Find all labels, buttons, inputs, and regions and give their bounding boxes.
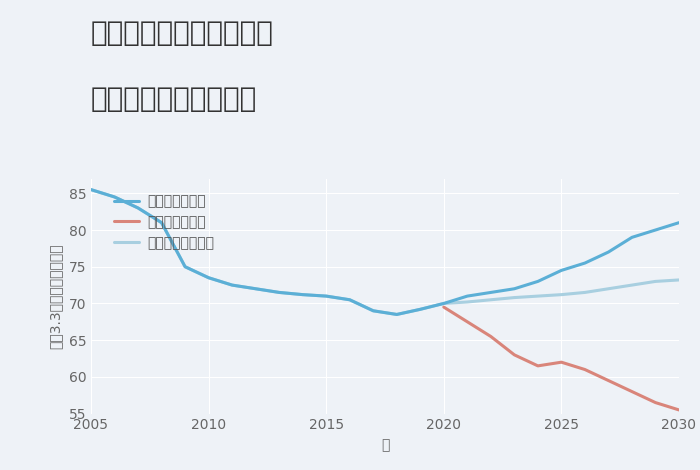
グッドシナリオ	[510, 286, 519, 291]
ノーマルシナリオ	[134, 205, 142, 211]
ノーマルシナリオ	[346, 297, 354, 303]
グッドシナリオ	[322, 293, 330, 299]
Line: バッドシナリオ: バッドシナリオ	[444, 307, 679, 410]
ノーマルシナリオ	[628, 282, 636, 288]
ノーマルシナリオ	[322, 293, 330, 299]
バッドシナリオ	[510, 352, 519, 358]
グッドシナリオ	[134, 205, 142, 211]
バッドシナリオ	[463, 319, 472, 325]
Y-axis label: 坪（3.3㎡）単価（万円）: 坪（3.3㎡）単価（万円）	[49, 243, 63, 349]
バッドシナリオ	[440, 304, 448, 310]
ノーマルシナリオ	[675, 277, 683, 283]
グッドシナリオ	[557, 267, 566, 273]
ノーマルシナリオ	[251, 286, 260, 291]
ノーマルシナリオ	[111, 194, 119, 200]
グッドシナリオ	[651, 227, 659, 233]
ノーマルシナリオ	[581, 290, 589, 295]
バッドシナリオ	[533, 363, 542, 368]
グッドシナリオ	[440, 301, 448, 306]
グッドシナリオ	[416, 306, 424, 312]
グッドシナリオ	[533, 279, 542, 284]
バッドシナリオ	[651, 400, 659, 406]
ノーマルシナリオ	[651, 279, 659, 284]
グッドシナリオ	[463, 293, 472, 299]
バッドシナリオ	[486, 334, 495, 339]
グッドシナリオ	[251, 286, 260, 291]
ノーマルシナリオ	[369, 308, 377, 313]
バッドシナリオ	[581, 367, 589, 372]
ノーマルシナリオ	[440, 301, 448, 306]
Text: 中古戸建ての価格推移: 中古戸建ての価格推移	[91, 85, 258, 113]
ノーマルシナリオ	[181, 264, 189, 270]
グッドシナリオ	[111, 194, 119, 200]
ノーマルシナリオ	[604, 286, 612, 291]
バッドシナリオ	[557, 360, 566, 365]
ノーマルシナリオ	[416, 306, 424, 312]
ノーマルシナリオ	[275, 290, 284, 295]
グッドシナリオ	[181, 264, 189, 270]
ノーマルシナリオ	[204, 275, 213, 281]
グッドシナリオ	[604, 249, 612, 255]
ノーマルシナリオ	[393, 312, 401, 317]
X-axis label: 年: 年	[381, 438, 389, 452]
グッドシナリオ	[87, 187, 95, 192]
ノーマルシナリオ	[486, 297, 495, 303]
Line: グッドシナリオ: グッドシナリオ	[91, 189, 679, 314]
グッドシナリオ	[228, 282, 237, 288]
グッドシナリオ	[158, 220, 166, 226]
ノーマルシナリオ	[463, 299, 472, 305]
グッドシナリオ	[298, 292, 307, 298]
Line: ノーマルシナリオ: ノーマルシナリオ	[91, 189, 679, 314]
グッドシナリオ	[486, 290, 495, 295]
ノーマルシナリオ	[158, 220, 166, 226]
ノーマルシナリオ	[87, 187, 95, 192]
グッドシナリオ	[675, 220, 683, 226]
Text: 奈良県奈良市上深川町の: 奈良県奈良市上深川町の	[91, 19, 274, 47]
バッドシナリオ	[604, 378, 612, 384]
グッドシナリオ	[204, 275, 213, 281]
グッドシナリオ	[369, 308, 377, 313]
グッドシナリオ	[628, 235, 636, 240]
ノーマルシナリオ	[557, 292, 566, 298]
ノーマルシナリオ	[228, 282, 237, 288]
ノーマルシナリオ	[298, 292, 307, 298]
グッドシナリオ	[393, 312, 401, 317]
グッドシナリオ	[581, 260, 589, 266]
ノーマルシナリオ	[533, 293, 542, 299]
グッドシナリオ	[346, 297, 354, 303]
グッドシナリオ	[275, 290, 284, 295]
バッドシナリオ	[675, 407, 683, 413]
Legend: グッドシナリオ, バッドシナリオ, ノーマルシナリオ: グッドシナリオ, バッドシナリオ, ノーマルシナリオ	[110, 190, 218, 254]
バッドシナリオ	[628, 389, 636, 394]
ノーマルシナリオ	[510, 295, 519, 300]
